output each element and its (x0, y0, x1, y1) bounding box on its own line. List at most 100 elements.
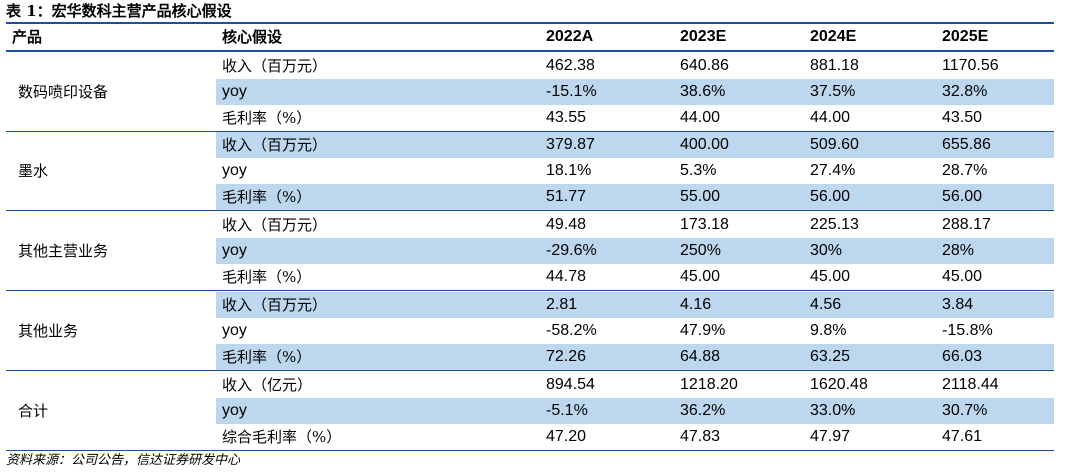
cell-value: 250% (680, 242, 721, 259)
cell-value: 45.00 (680, 268, 721, 285)
row-label: 收入（百万元） (222, 216, 328, 234)
cell-value: 27.4% (810, 162, 856, 179)
table-row: yoy -29.6% 250% 30% 28% (216, 238, 1054, 264)
cell-value: 1170.56 (942, 57, 999, 74)
cell-value: 72.26 (546, 348, 587, 365)
table-row: 毛利率（%） 43.55 44.00 44.00 43.50 (216, 105, 1054, 131)
cell-value: 3.84 (942, 296, 974, 313)
cell-value: 38.6% (680, 83, 726, 100)
cell-value: 33.0% (810, 402, 856, 419)
product-group-other-business: 其他业务 收入（百万元） 2.81 4.16 4.56 3.84 yoy -58… (6, 292, 1054, 371)
group-divider (6, 210, 1054, 211)
cell-value: 43.55 (546, 109, 587, 126)
cell-value: 462.38 (546, 57, 595, 74)
cell-value: 379.87 (546, 136, 595, 153)
product-group-printing-equipment: 数码喷印设备 收入（百万元） 462.38 640.86 881.18 1170… (6, 53, 1054, 132)
row-label: 毛利率（%） (222, 188, 312, 206)
cell-value: 43.50 (942, 109, 983, 126)
table-row: 收入（百万元） 379.87 400.00 509.60 655.86 (216, 132, 1054, 158)
product-name: 墨水 (18, 162, 49, 180)
cell-value: 37.5% (810, 83, 856, 100)
cell-value: 63.25 (810, 348, 851, 365)
cell-value: 44.00 (810, 109, 851, 126)
cell-value: -29.6% (546, 242, 597, 259)
product-group-other-main: 其他主营业务 收入（百万元） 49.48 173.18 225.13 288.1… (6, 212, 1054, 291)
table-row: 毛利率（%） 44.78 45.00 45.00 45.00 (216, 264, 1054, 290)
cell-value: 66.03 (942, 348, 983, 365)
cell-value: 4.56 (810, 296, 842, 313)
product-name: 合计 (18, 402, 49, 420)
cell-value: 173.18 (680, 216, 729, 233)
group-divider (6, 290, 1054, 291)
cell-value: 881.18 (810, 57, 859, 74)
cell-value: 2.81 (546, 296, 578, 313)
table-row: yoy 18.1% 5.3% 27.4% 28.7% (216, 158, 1054, 184)
table-row: 毛利率（%） 72.26 64.88 63.25 66.03 (216, 344, 1054, 370)
header-year: 2022A (546, 28, 594, 45)
cell-value: 225.13 (810, 216, 859, 233)
row-label: 毛利率（%） (222, 109, 312, 127)
table-row: yoy -58.2% 47.9% 9.8% -15.8% (216, 318, 1054, 344)
product-name: 数码喷印设备 (18, 83, 109, 101)
row-label: 毛利率（%） (222, 348, 312, 366)
row-label: yoy (222, 322, 247, 339)
group-divider (6, 131, 1054, 132)
cell-value: 49.48 (546, 216, 587, 233)
table-row: 收入（百万元） 49.48 173.18 225.13 288.17 (216, 212, 1054, 238)
cell-value: -15.1% (546, 83, 597, 100)
cell-value: 4.16 (680, 296, 712, 313)
table-title: 表 1：宏华数科主营产品核心假设 (6, 2, 232, 20)
header-product: 产品 (12, 28, 43, 46)
header-assumption: 核心假设 (222, 28, 283, 46)
cell-value: 1620.48 (810, 376, 868, 393)
cell-value: 655.86 (942, 136, 991, 153)
cell-value: 2118.44 (942, 376, 999, 393)
cell-value: 400.00 (680, 136, 729, 153)
row-label: 收入（百万元） (222, 57, 328, 75)
table-row: 收入（亿元） 894.54 1218.20 1620.48 2118.44 (216, 372, 1054, 398)
cell-value: 47.20 (546, 428, 587, 445)
cell-value: 56.00 (810, 188, 851, 205)
cell-value: 9.8% (810, 322, 847, 339)
cell-value: 640.86 (680, 57, 729, 74)
table-row: yoy -5.1% 36.2% 33.0% 30.7% (216, 398, 1054, 424)
source-note: 资料来源：公司公告，信达证券研发中心 (6, 453, 241, 468)
header-year: 2024E (810, 28, 857, 45)
row-label: yoy (222, 402, 247, 419)
top-rule (6, 22, 1054, 24)
group-divider (6, 370, 1054, 371)
cell-value: 45.00 (942, 268, 983, 285)
cell-value: 47.9% (680, 322, 726, 339)
cell-value: 45.00 (810, 268, 851, 285)
product-group-ink: 墨水 收入（百万元） 379.87 400.00 509.60 655.86 y… (6, 132, 1054, 211)
table-row: yoy -15.1% 38.6% 37.5% 32.8% (216, 79, 1054, 105)
cell-value: 64.88 (680, 348, 721, 365)
row-label: 收入（百万元） (222, 296, 328, 314)
row-label: 收入（百万元） (222, 136, 328, 154)
cell-value: 28.7% (942, 162, 988, 179)
table-row: 综合毛利率（%） 47.20 47.83 47.97 47.61 (216, 424, 1054, 450)
row-label: 毛利率（%） (222, 268, 312, 286)
table-row: 毛利率（%） 51.77 55.00 56.00 56.00 (216, 184, 1054, 210)
header-year: 2023E (680, 28, 727, 45)
cell-value: 44.78 (546, 268, 587, 285)
cell-value: 36.2% (680, 402, 726, 419)
product-name: 其他业务 (18, 322, 79, 340)
product-name: 其他主营业务 (18, 242, 109, 260)
cell-value: 47.61 (942, 428, 983, 445)
cell-value: 55.00 (680, 188, 721, 205)
row-label: yoy (222, 162, 247, 179)
cell-value: 28% (942, 242, 975, 259)
cell-value: 51.77 (546, 188, 587, 205)
cell-value: 30% (810, 242, 843, 259)
cell-value: 47.97 (810, 428, 851, 445)
row-label: 收入（亿元） (222, 376, 313, 394)
table-row: 收入（百万元） 462.38 640.86 881.18 1170.56 (216, 53, 1054, 79)
cell-value: 56.00 (942, 188, 983, 205)
table-bottom-rule (6, 450, 1054, 451)
cell-value: 509.60 (810, 136, 859, 153)
cell-value: 18.1% (546, 162, 592, 179)
row-label: yoy (222, 242, 247, 259)
cell-value: 32.8% (942, 83, 988, 100)
cell-value: -15.8% (942, 322, 993, 339)
